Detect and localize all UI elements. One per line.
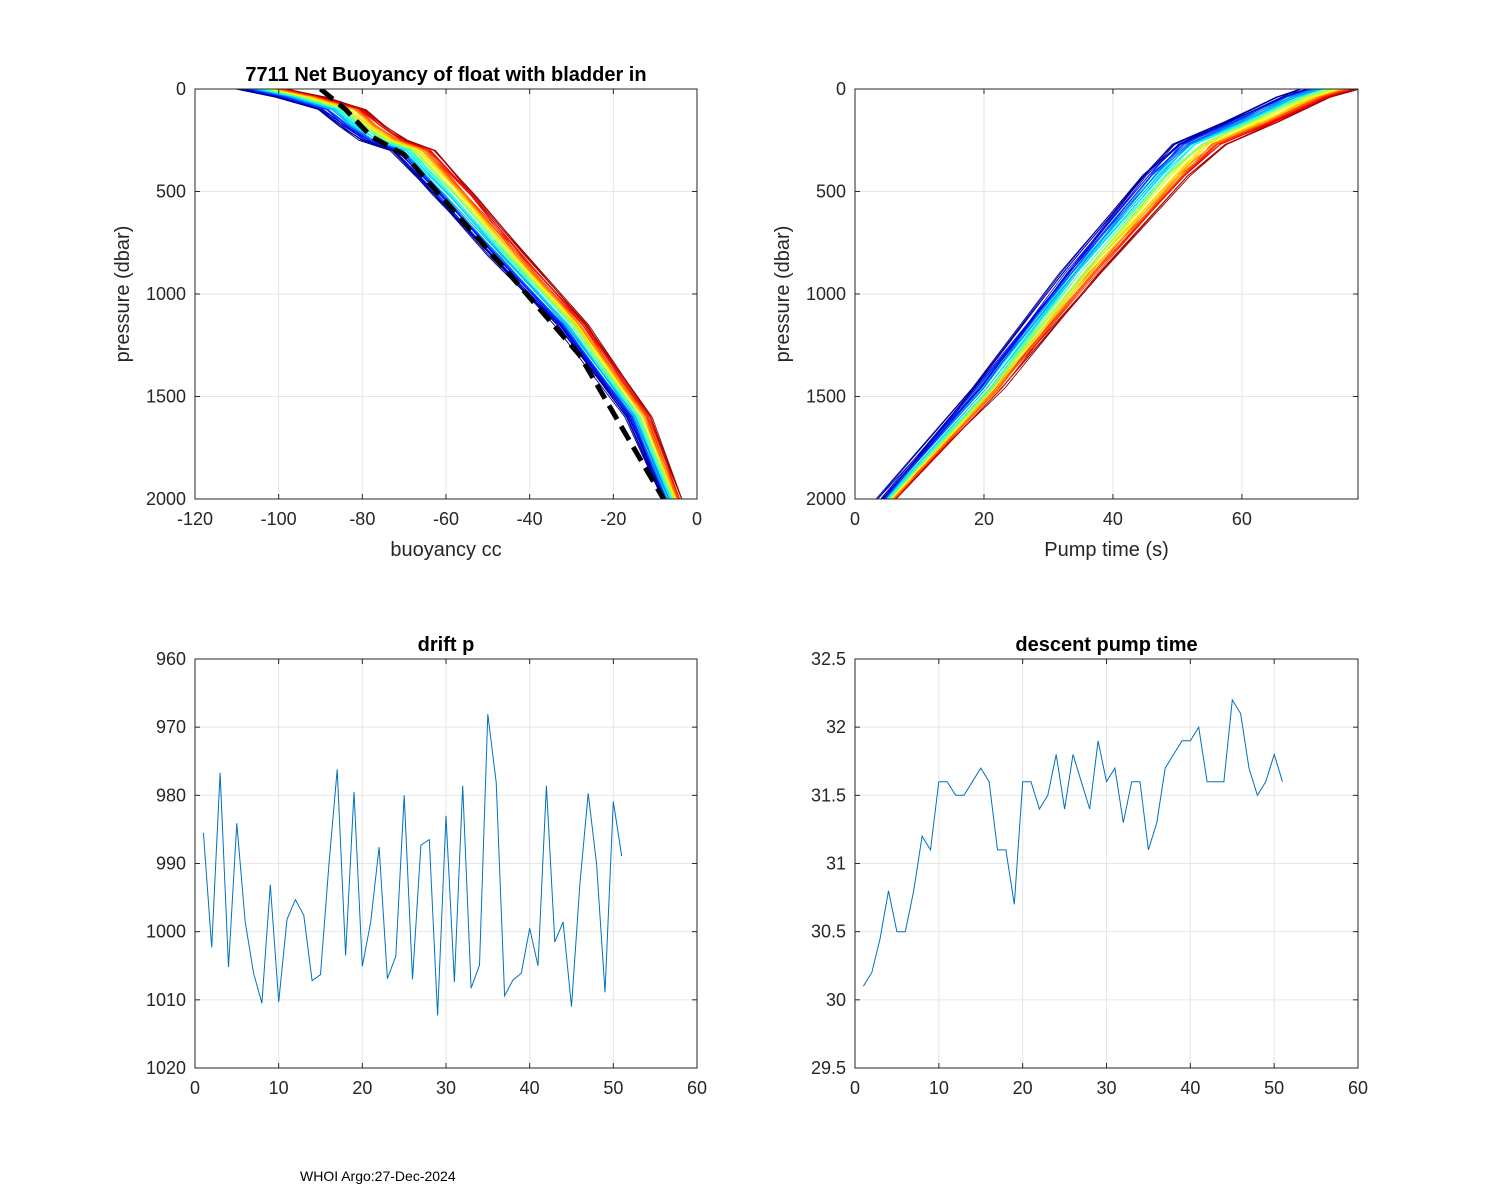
series-line [862,698,1283,987]
y-tick-label: 29.5 [811,1058,846,1078]
x-tick-label: 10 [269,1078,289,1098]
x-tick-label: -20 [600,509,626,529]
x-tick-label: 50 [603,1078,623,1098]
x-tick-label: 40 [520,1078,540,1098]
x-tick-label: 30 [436,1078,456,1098]
x-tick-label: -120 [177,509,213,529]
chart-title: descent pump time [1015,634,1197,656]
x-tick-label: 60 [687,1078,707,1098]
y-tick-label: 500 [816,182,846,202]
profile-line [882,89,1309,499]
x-tick-label: 0 [692,509,702,529]
profile-line [266,89,676,499]
profile-line [889,89,1333,499]
x-tick-label: 0 [850,1078,860,1098]
y-tick-label: 31.5 [811,785,846,805]
y-tick-label: 1010 [146,990,186,1010]
axes-drift: 0 10 20 30 40 50 60960970980990100010101020dri… [146,634,707,1098]
x-tick-label: 0 [850,509,860,529]
axes-descent: 0 10 20 30 40 50 60 29.5 30 30.5 31 31.5 32 32.5 desce… [811,634,1368,1098]
y-tick-label: 1020 [146,1058,186,1078]
y-tick-label: 32 [826,717,846,737]
profile-line [880,89,1301,499]
y-tick-label: 1500 [146,387,186,407]
x-tick-label: 60 [1348,1078,1368,1098]
y-tick-label: 2000 [806,489,846,509]
x-tick-label: 40 [1180,1078,1200,1098]
profile-line [258,89,672,499]
x-tick-label: 40 [1103,509,1123,529]
y-tick-label: 31 [826,854,846,874]
y-tick-label: 1500 [806,387,846,407]
y-tick-label: 500 [156,182,186,202]
series-group [235,89,683,499]
y-tick-label: 980 [156,785,186,805]
series-line [202,714,623,1016]
x-tick-label: -40 [517,509,543,529]
y-tick-label: 1000 [146,922,186,942]
x-tick-label: -80 [349,509,375,529]
x-tick-label: -100 [261,509,297,529]
y-tick-label: 0 [176,79,186,99]
y-tick-label: 990 [156,854,186,874]
series-group [875,89,1358,499]
axes-pump: 0 20 40 60 0 500 1000 1500 2000 Pump time (s) pres… [772,79,1359,561]
axes-buoyancy: -120 -100 -80 -60 -40 -20 0 0 500 1000 1500 2000 771… [112,64,702,561]
y-tick-label: 970 [156,717,186,737]
x-tick-label: 20 [974,509,994,529]
x-tick-label: -60 [433,509,459,529]
y-tick-label: 32.5 [811,649,846,669]
x-axis-label: buoyancy cc [390,539,501,561]
x-tick-label: 0 [190,1078,200,1098]
chart-title: drift p [418,634,475,656]
x-tick-label: 50 [1264,1078,1284,1098]
y-axis-label: pressure (dbar) [112,226,134,363]
footer-label: WHOI Argo:27-Dec-2024 [300,1168,456,1184]
x-tick-label: 60 [1232,509,1252,529]
profile-line [888,89,1330,499]
profile-line [895,89,1354,499]
x-tick-label: 20 [1013,1078,1033,1098]
y-tick-label: 2000 [146,489,186,509]
x-axis-label: Pump time (s) [1044,539,1168,561]
x-tick-label: 10 [929,1078,949,1098]
y-axis-label: pressure (dbar) [772,226,794,363]
reference-dashed-line [318,89,666,499]
y-tick-label: 0 [836,79,846,99]
y-tick-label: 30 [826,990,846,1010]
y-tick-label: 1000 [806,284,846,304]
y-tick-label: 1000 [146,284,186,304]
x-tick-label: 30 [1096,1078,1116,1098]
profile-line [875,89,1302,499]
y-tick-label: 960 [156,649,186,669]
chart-title: 7711 Net Buoyancy of float with bladder … [245,64,646,86]
y-tick-label: 30.5 [811,922,846,942]
x-tick-label: 20 [352,1078,372,1098]
